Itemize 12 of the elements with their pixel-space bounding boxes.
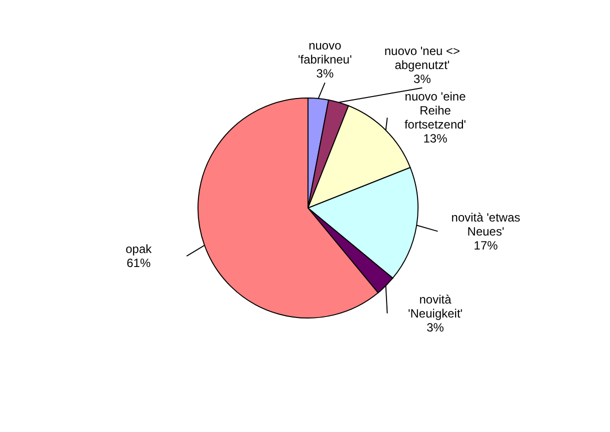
slice-label: nuovo 'neu <> abgenutzt' (384, 44, 460, 72)
data-label: 3% (426, 320, 444, 334)
slice-label: nuovo 'eine Reihe fortsetzend' (404, 90, 466, 132)
slice-label: novità 'etwas Neues' (451, 210, 520, 238)
data-label: 3% (316, 66, 334, 81)
data-label: 13% (423, 132, 448, 146)
data-label: 17% (474, 238, 498, 252)
slice-label: opak (126, 242, 153, 256)
slice-label: novità 'Neuigkeit' (408, 292, 463, 320)
data-label: 3% (414, 72, 432, 86)
slice-label: nuovo 'fabrikneu' (298, 38, 352, 67)
data-label: 61% (126, 256, 151, 270)
